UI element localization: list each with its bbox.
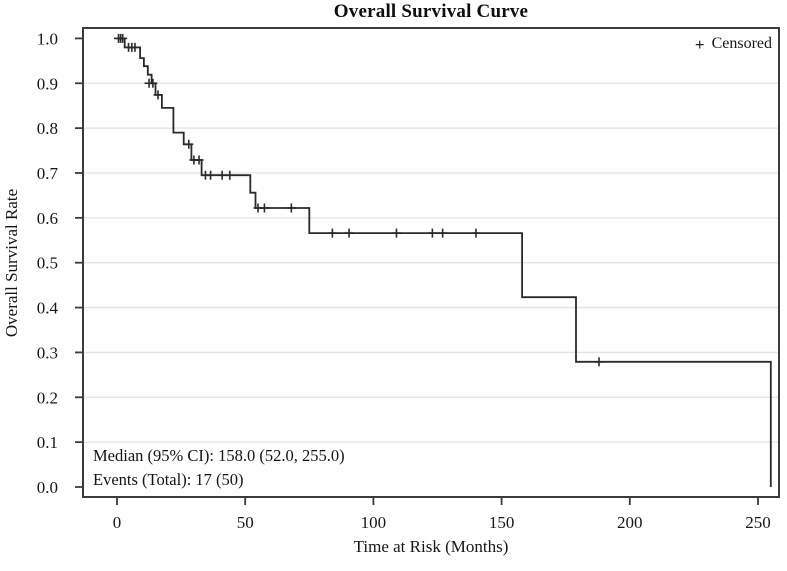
- legend: + Censored: [695, 35, 772, 53]
- legend-label: Censored: [711, 35, 772, 52]
- censor-mark-icon: [344, 228, 354, 238]
- x-tick-label: 50: [237, 513, 254, 532]
- censor-mark-icon: [438, 228, 448, 238]
- median-ci-text: Median (95% CI): 158.0 (52.0, 255.0): [93, 446, 345, 465]
- censor-mark-icon: [206, 170, 216, 180]
- x-tick-label: 200: [617, 513, 643, 532]
- y-tick-label: 0.2: [37, 388, 58, 407]
- censor-mark-icon: [259, 203, 269, 213]
- censor-mark-icon: [225, 170, 235, 180]
- censor-mark-icon: [471, 228, 481, 238]
- stats-annotation: Median (95% CI): 158.0 (52.0, 255.0) Eve…: [93, 444, 345, 492]
- censor-mark-icon: [594, 357, 604, 367]
- censor-mark-icon: [427, 228, 437, 238]
- censor-mark-icon: [184, 139, 194, 149]
- y-tick-label: 0.3: [37, 343, 58, 362]
- censor-mark-icon: [327, 228, 337, 238]
- censored-plus-icon: +: [694, 34, 705, 54]
- survival-step-curve: [117, 37, 772, 487]
- y-tick-label: 0.5: [37, 254, 58, 273]
- y-tick-label: 0.1: [37, 433, 58, 452]
- x-tick-label: 0: [113, 513, 122, 532]
- censor-mark-icon: [286, 203, 296, 213]
- plot-frame: [82, 27, 780, 498]
- y-tick-label: 1.0: [37, 29, 58, 48]
- y-tick-label: 0.7: [37, 164, 59, 183]
- y-tick-label: 0.6: [37, 209, 58, 228]
- censor-mark-icon: [194, 155, 204, 165]
- censor-mark-icon: [130, 42, 140, 52]
- censor-mark-icon: [118, 33, 128, 43]
- y-tick-label: 0.9: [37, 74, 58, 93]
- x-tick-label: 250: [745, 513, 771, 532]
- y-tick-label: 0.8: [37, 119, 58, 138]
- censor-mark-icon: [217, 170, 227, 180]
- censor-mark-icon: [391, 228, 401, 238]
- y-tick-label: 0.4: [37, 299, 59, 318]
- x-tick-label: 150: [489, 513, 515, 532]
- chart-title: Overall Survival Curve: [333, 1, 529, 22]
- censor-mark-icon: [153, 90, 163, 100]
- x-tick-label: 100: [361, 513, 387, 532]
- events-total-text: Events (Total): 17 (50): [93, 470, 244, 489]
- y-tick-label: 0.0: [37, 478, 58, 497]
- y-axis-title: Overall Survival Rate: [2, 188, 21, 338]
- x-axis-title: Time at Risk (Months): [353, 537, 509, 556]
- censor-mark-icon: [148, 78, 158, 88]
